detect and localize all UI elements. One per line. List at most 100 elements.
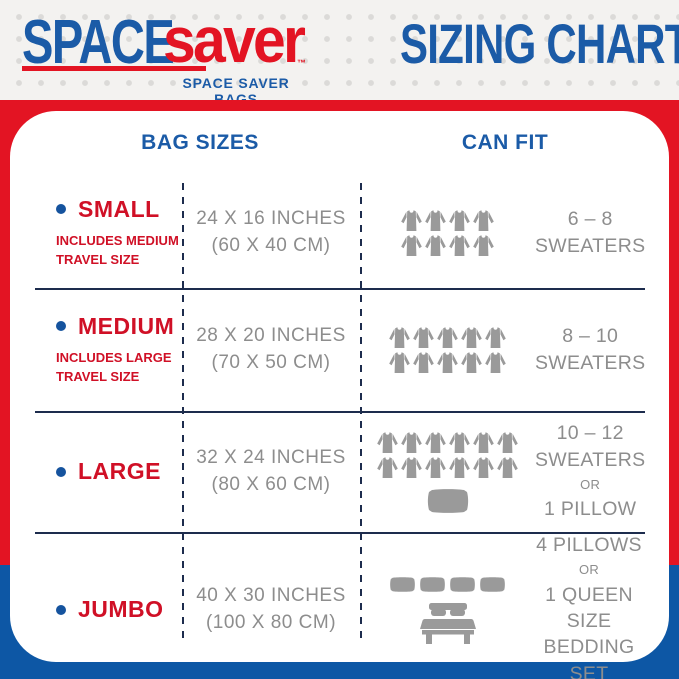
sweater-icon: [437, 327, 458, 348]
pillow-icon: [427, 488, 468, 513]
capacity-item: SWEATERS: [535, 351, 646, 374]
table-row-large: LARGE 32 X 24 INCHES (80 X 60 CM): [10, 411, 669, 532]
column-header-can-fit: CAN FIT: [461, 131, 549, 154]
size-label-small: SMALL INCLUDES MEDIUM TRAVEL SIZE: [10, 196, 182, 270]
table-row-jumbo: JUMBO 40 X 30 INCHES (100 X 80 CM): [10, 532, 669, 679]
sweater-icon-grid: [398, 208, 498, 257]
capacity-item: SWEATERS: [535, 448, 646, 471]
sweater-icon: [413, 352, 434, 373]
table-row-small: SMALL INCLUDES MEDIUM TRAVEL SIZE 24 X 1…: [10, 177, 669, 288]
sweater-icon: [449, 431, 470, 453]
bullet-icon: [56, 604, 66, 615]
sweater-icon: [401, 431, 422, 453]
dimensions-jumbo: 40 X 30 INCHES (100 X 80 CM): [182, 583, 360, 637]
sweater-icon: [473, 431, 494, 453]
dimension-inches: 28 X 20 INCHES: [196, 324, 346, 346]
sweater-icon: [449, 456, 470, 478]
capacity-alt: 1 PILLOW: [544, 498, 637, 521]
pillow-icon: [420, 576, 445, 592]
capacity-icons-large: [360, 430, 535, 514]
pillow-icon: [480, 576, 505, 592]
dimensions-small: 24 X 16 INCHES (60 X 40 CM): [182, 206, 360, 260]
size-label-large: LARGE: [10, 458, 182, 485]
sweater-icon: [497, 456, 518, 478]
sweater-icon: [473, 235, 494, 256]
dimension-inches: 24 X 16 INCHES: [196, 207, 346, 229]
sweater-icon: [401, 235, 422, 256]
sweater-icon: [437, 352, 458, 373]
dimensions-medium: 28 X 20 INCHES (70 X 50 CM): [182, 323, 360, 377]
sweater-icon: [497, 431, 518, 453]
bed-icon: [419, 602, 476, 644]
sweater-icon: [473, 210, 494, 231]
dimension-cm: (70 X 50 CM): [211, 351, 331, 373]
dimension-inches: 40 X 30 INCHES: [196, 584, 346, 606]
sweater-icon: [425, 431, 446, 453]
bullet-icon: [56, 321, 66, 331]
trademark-symbol: ™: [297, 58, 306, 68]
chart-card: BAG SIZES CAN FIT SMALL INCLUDES MEDIUM …: [10, 111, 669, 679]
capacity-alt: 1 QUEEN SIZE BEDDING SET: [543, 583, 635, 679]
sweater-icon-grid: [374, 430, 522, 479]
sweater-icon: [461, 352, 482, 373]
size-label-jumbo: JUMBO: [10, 596, 182, 623]
capacity-primary: 4 PILLOWS: [536, 534, 642, 556]
sweater-icon: [377, 431, 398, 453]
size-label-medium: MEDIUM INCLUDES LARGE TRAVEL SIZE: [10, 313, 182, 387]
dimension-cm: (60 X 40 CM): [211, 234, 331, 256]
or-text: OR: [580, 476, 601, 492]
sweater-icon: [485, 327, 506, 348]
capacity-text-small: 6 – 8 SWEATERS: [535, 206, 671, 259]
size-name: SMALL: [78, 195, 160, 222]
page-title: SIZING CHART: [400, 12, 679, 75]
capacity-range: 6 – 8: [567, 208, 613, 231]
dimension-inches: 32 X 24 INCHES: [196, 446, 346, 468]
table-row-medium: MEDIUM INCLUDES LARGE TRAVEL SIZE 28 X 2…: [10, 288, 669, 411]
brand-space-text: SPACE: [22, 8, 175, 77]
size-name: MEDIUM: [78, 312, 175, 339]
size-note: INCLUDES LARGE TRAVEL SIZE: [56, 349, 172, 385]
sweater-icon: [413, 327, 434, 348]
row-separator: [35, 532, 645, 534]
row-separator: [35, 411, 645, 413]
capacity-text-jumbo: 4 PILLOWS OR 1 QUEEN SIZE BEDDING SET: [535, 532, 669, 679]
bullet-icon: [56, 466, 66, 477]
sweater-icon: [461, 327, 482, 348]
size-name: JUMBO: [78, 596, 164, 623]
brand-underline: [22, 66, 206, 71]
sweater-icon: [389, 352, 410, 373]
row-separator: [35, 288, 645, 290]
capacity-text-large: 10 – 12 SWEATERS OR 1 PILLOW: [535, 420, 671, 522]
header: SPACE saver ™ SPACE SAVER BAGS SIZING CH…: [0, 0, 679, 107]
sweater-icon: [425, 210, 446, 231]
dimension-cm: (80 X 60 CM): [211, 473, 331, 495]
size-name: LARGE: [78, 458, 161, 484]
sweater-icon: [425, 456, 446, 478]
size-note: INCLUDES MEDIUM TRAVEL SIZE: [56, 232, 179, 268]
sweater-icon: [377, 456, 398, 478]
sweater-icon: [389, 327, 410, 348]
brand-saver-text: saver: [163, 4, 306, 76]
column-header-bag-sizes: BAG SIZES: [141, 131, 259, 154]
dimension-cm: (100 X 80 CM): [205, 611, 337, 633]
sweater-icon: [485, 352, 506, 373]
capacity-icons-small: [360, 208, 535, 257]
sweater-icon: [449, 210, 470, 231]
bullet-icon: [56, 204, 66, 214]
sweater-icon: [401, 210, 422, 231]
sweater-icon: [473, 456, 494, 478]
capacity-range: 10 – 12: [556, 422, 624, 445]
capacity-range: 8 – 10: [562, 325, 619, 348]
pillow-icon: [390, 576, 415, 592]
or-text: OR: [578, 562, 600, 578]
sweater-icon-grid: [386, 325, 510, 374]
sweater-icon: [449, 235, 470, 256]
sweater-icon: [401, 456, 422, 478]
capacity-item: SWEATERS: [535, 234, 646, 257]
sweater-icon: [425, 235, 446, 256]
capacity-icons-medium: [360, 325, 535, 374]
dimensions-large: 32 X 24 INCHES (80 X 60 CM): [182, 445, 360, 499]
capacity-icons-jumbo: [360, 575, 535, 645]
pillow-icon: [450, 576, 475, 592]
